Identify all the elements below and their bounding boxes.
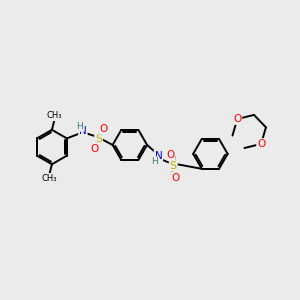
Text: O: O <box>90 144 98 154</box>
Text: S: S <box>170 161 177 171</box>
Text: O: O <box>167 150 175 160</box>
Text: N: N <box>154 151 162 160</box>
Text: O: O <box>99 124 107 134</box>
Text: N: N <box>79 126 87 136</box>
Text: O: O <box>233 114 242 124</box>
Text: O: O <box>172 172 180 182</box>
Text: O: O <box>257 139 265 149</box>
Text: S: S <box>95 134 102 144</box>
Text: CH₃: CH₃ <box>46 111 62 120</box>
Text: H: H <box>76 122 83 131</box>
Text: H: H <box>151 157 158 166</box>
Text: CH₃: CH₃ <box>42 174 57 183</box>
